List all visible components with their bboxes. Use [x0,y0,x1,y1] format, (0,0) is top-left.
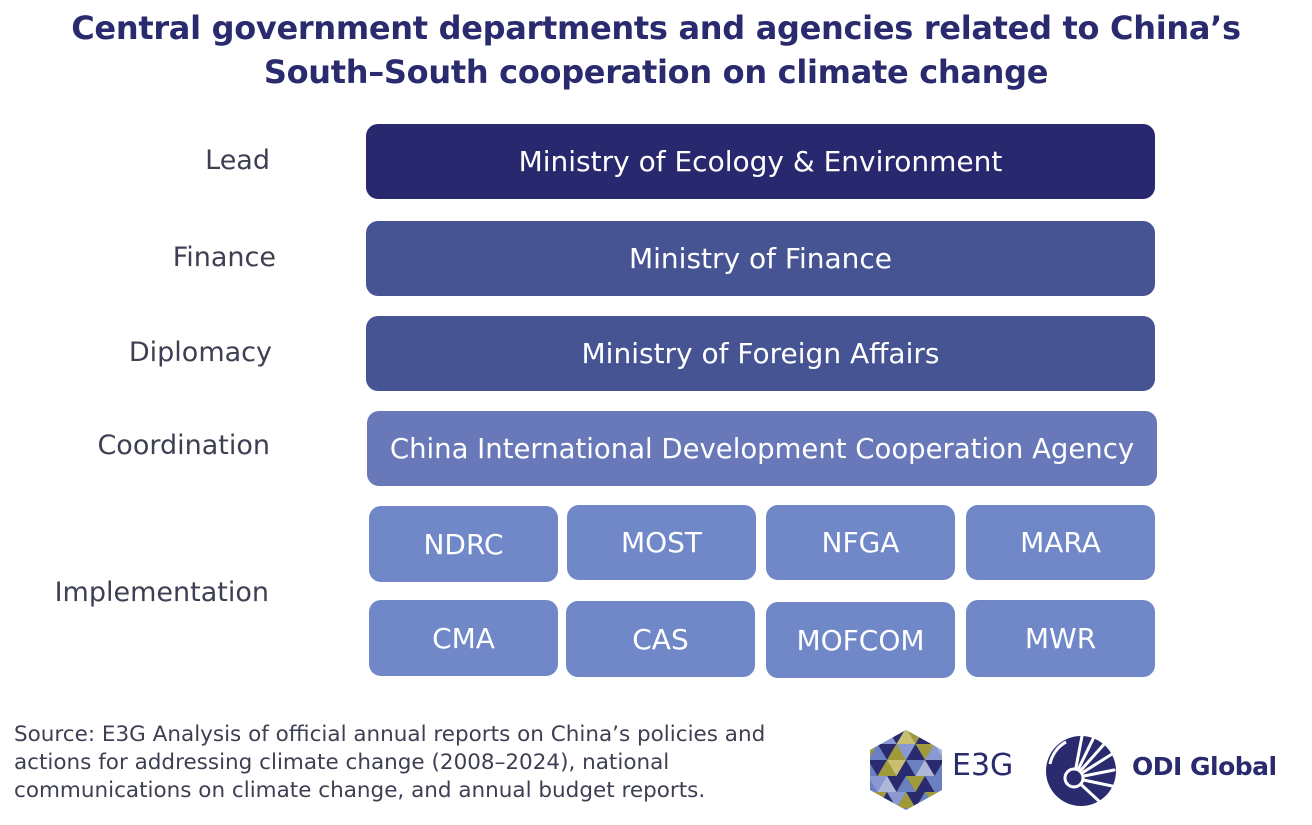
e3g-logo-text: E3G [952,748,1014,783]
row-label-implementation: Implementation [54,577,269,608]
box-diplomacy-mfa: Ministry of Foreign Affairs [366,316,1155,391]
box-impl-cma: CMA [369,600,558,676]
row-label-coordination: Coordination [97,430,270,461]
row-label-finance: Finance [172,242,276,273]
box-impl-cas: CAS [566,601,755,677]
source-line-3: communications on climate change, and an… [14,778,706,803]
box-finance-mof: Ministry of Finance [366,221,1155,296]
odi-sunburst-logo-icon [1046,734,1116,806]
odi-logo-text: ODI Global [1132,752,1277,781]
source-line-2: actions for addressing climate change (2… [14,750,670,775]
box-lead-meee: Ministry of Ecology & Environment [366,124,1155,199]
row-label-diplomacy: Diplomacy [128,337,272,368]
e3g-hexagon-logo-icon [870,730,942,810]
row-label-lead: Lead [205,145,270,176]
source-note: Source: E3G Analysis of official annual … [14,721,814,805]
source-line-1: Source: E3G Analysis of official annual … [14,722,766,747]
box-impl-mwr: MWR [966,600,1155,677]
box-impl-most: MOST [567,505,756,580]
box-coordination-cidca: China International Development Cooperat… [367,411,1157,486]
box-impl-mofcom: MOFCOM [766,602,955,678]
title-line-1: Central government departments and agenc… [71,9,1241,47]
box-impl-nfga: NFGA [766,505,955,580]
diagram-title: Central government departments and agenc… [0,6,1312,94]
box-impl-ndrc: NDRC [369,506,558,582]
box-impl-mara: MARA [966,505,1155,580]
title-line-2: South–South cooperation on climate chang… [263,53,1049,91]
